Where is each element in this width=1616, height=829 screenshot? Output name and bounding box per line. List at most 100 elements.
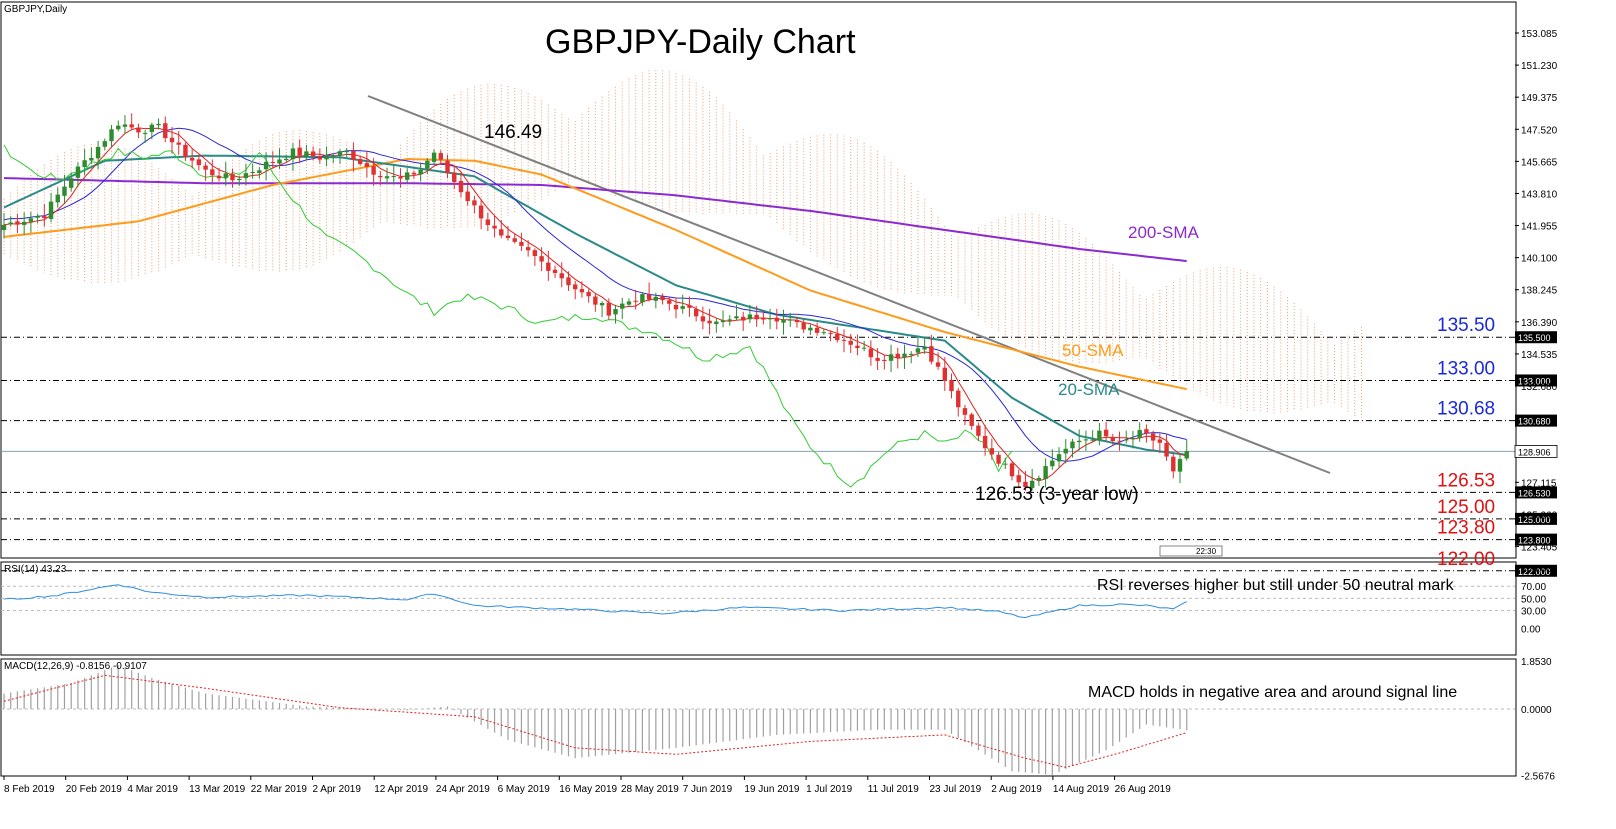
candle-body	[747, 314, 753, 320]
candle-body	[599, 302, 605, 306]
rsi-line	[3, 584, 1187, 619]
candle-body	[754, 314, 759, 320]
candle-body	[109, 129, 114, 142]
candle-body	[364, 163, 370, 167]
macd-tick-label: 0.0000	[1521, 705, 1552, 716]
rsi-panel-frame	[0, 561, 1517, 656]
candle-body	[337, 151, 343, 156]
candle-body	[774, 317, 779, 322]
level-label: 123.80	[1437, 518, 1495, 539]
sma200-label: 200-SMA	[1128, 223, 1200, 242]
candle-body	[835, 333, 840, 341]
candle-body	[452, 172, 457, 183]
candle-body	[116, 125, 121, 130]
candle-body	[794, 319, 800, 323]
candle-body	[1117, 440, 1122, 442]
time-tick-label: 24 Apr 2019	[436, 784, 490, 795]
candle-body	[714, 321, 719, 325]
candle-body	[35, 216, 40, 218]
candle-body	[499, 229, 504, 236]
candle-body	[1083, 439, 1089, 441]
time-tick-label: 2 Apr 2019	[313, 784, 362, 795]
chart-title: GBPJPY-Daily Chart	[545, 23, 856, 61]
time-tick-label: 14 Aug 2019	[1053, 784, 1110, 795]
candle-body	[257, 170, 262, 173]
candle-body	[761, 318, 766, 320]
candle-body	[297, 147, 302, 156]
level-tag-bg	[1515, 414, 1557, 427]
candle-body	[734, 316, 739, 319]
candle-body	[210, 169, 215, 176]
candle-body	[189, 157, 195, 161]
candle-body	[1124, 439, 1129, 441]
candle-body	[344, 150, 349, 153]
candle-body	[1103, 429, 1109, 437]
level-tag-bg	[1515, 486, 1557, 499]
candle-body	[69, 178, 74, 188]
candle-body	[1171, 456, 1176, 472]
candle-body	[122, 124, 128, 127]
candle-body	[438, 153, 443, 160]
candle-body	[922, 346, 927, 350]
time-tick-label: 8 Feb 2019	[4, 784, 55, 795]
level-tag: 130.680	[1518, 417, 1551, 427]
macd-panel: 1.8530 0.0000 -2.5676	[1, 657, 1555, 783]
candle-body	[55, 194, 60, 203]
candle-body	[317, 156, 323, 160]
candle-body	[142, 132, 148, 134]
candle-body	[8, 222, 13, 224]
time-tick-label: 22 Mar 2019	[251, 784, 308, 795]
candle-body	[331, 155, 336, 157]
price-candles	[1, 113, 1189, 491]
candle-body	[1077, 440, 1082, 443]
candle-body	[579, 289, 585, 293]
candle-body	[512, 238, 517, 242]
time-tick-label: 20 Feb 2019	[66, 784, 123, 795]
macd-tick-label: 1.8530	[1521, 657, 1552, 668]
candle-body	[304, 151, 309, 157]
macd-tick-label: -2.5676	[1521, 772, 1555, 783]
candle-body	[626, 301, 632, 305]
candle-body	[781, 319, 786, 323]
candle-body	[848, 340, 853, 345]
sma200-line	[3, 177, 1187, 263]
candle-body	[808, 327, 813, 331]
candle-body	[788, 319, 793, 321]
time-tick-label: 12 Apr 2019	[374, 784, 428, 795]
candle-body	[1, 224, 7, 231]
candle-body	[492, 225, 497, 229]
level-tag: 122.000	[1518, 567, 1551, 577]
candle-body	[1016, 475, 1021, 483]
low-annotation: 126.53 (3-year low)	[975, 484, 1139, 505]
candle-body	[310, 151, 316, 157]
candle-body	[539, 256, 544, 262]
candle-body	[478, 205, 484, 219]
candle-body	[693, 309, 699, 317]
candle-body	[1009, 463, 1015, 477]
candle-body	[929, 346, 934, 362]
price-tick-label: 149.375	[1521, 93, 1558, 104]
candle-body	[1097, 430, 1102, 441]
candle-body	[895, 353, 900, 358]
tenkan-line	[3, 127, 1187, 482]
candle-body	[969, 414, 974, 426]
price-tick-label: 125.260	[1521, 510, 1558, 521]
panel-frames	[0, 1, 1517, 777]
price-tick-label: 140.100	[1521, 254, 1558, 265]
candle-body	[956, 390, 961, 408]
price-tick-label: 136.390	[1521, 318, 1558, 329]
level-label: 135.50	[1437, 315, 1495, 336]
macd-panel-frame	[0, 658, 1517, 777]
candle-body	[613, 309, 618, 315]
candle-body	[586, 292, 591, 297]
candle-body	[1043, 466, 1048, 479]
candle-body	[1144, 429, 1149, 434]
rsi-tick-label: 50.00	[1521, 594, 1546, 605]
candle-body	[431, 152, 437, 162]
candle-body	[183, 144, 188, 157]
time-tick-label: 7 Jun 2019	[683, 784, 733, 795]
candle-body	[505, 235, 511, 239]
macd-signal-line	[3, 674, 1187, 768]
candle-body	[230, 173, 235, 181]
candle-body	[384, 176, 390, 179]
